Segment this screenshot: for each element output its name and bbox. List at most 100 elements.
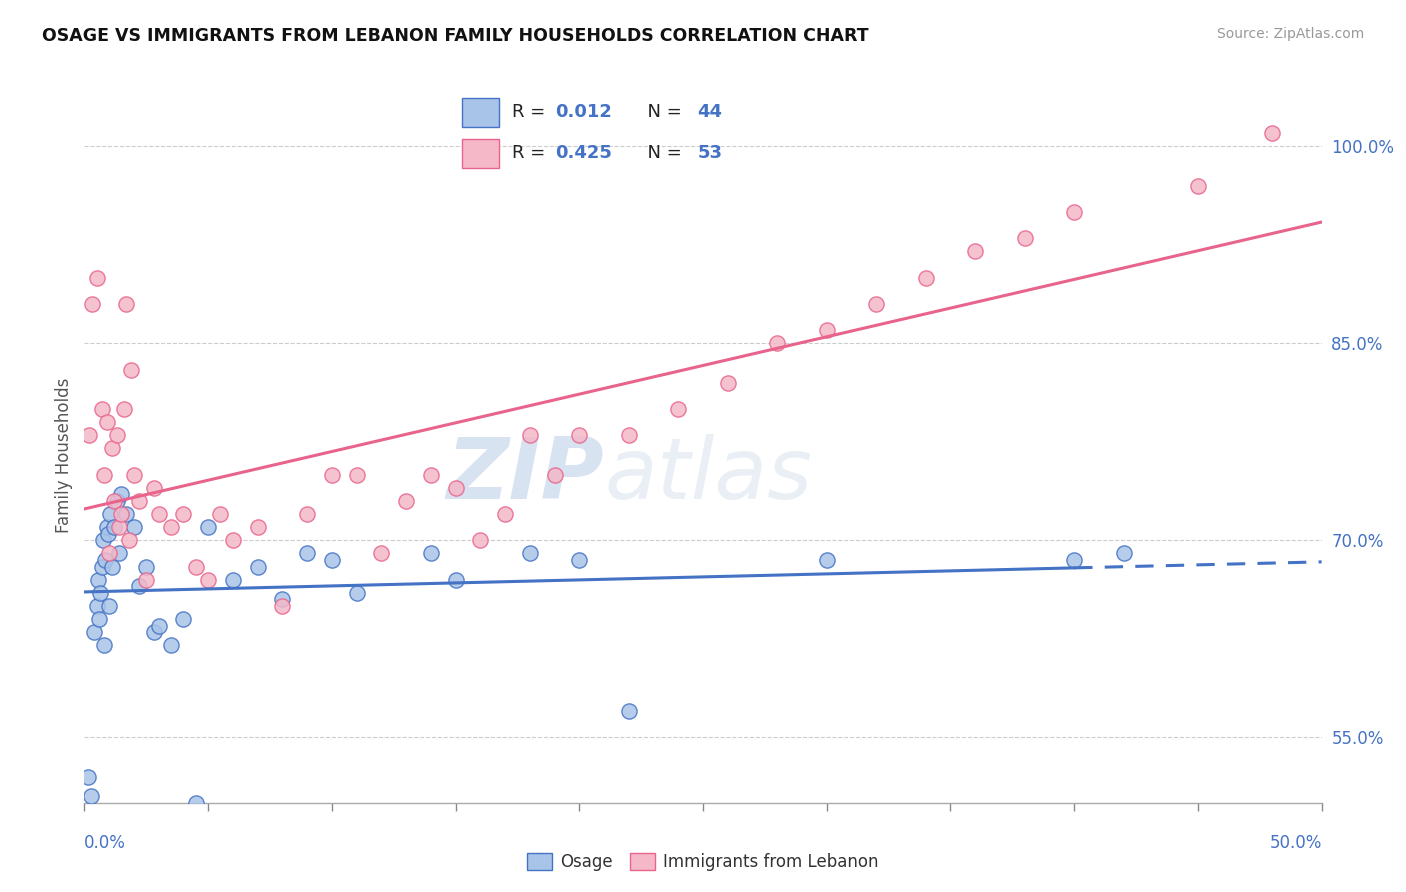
Text: ZIP: ZIP bbox=[446, 434, 605, 517]
Point bbox=[470, 533, 492, 548]
Point bbox=[617, 704, 640, 718]
Point bbox=[1261, 126, 1284, 140]
Point bbox=[148, 507, 170, 521]
Point bbox=[222, 533, 245, 548]
Point bbox=[93, 638, 115, 652]
Point bbox=[184, 559, 207, 574]
Point bbox=[108, 520, 131, 534]
Point bbox=[96, 415, 118, 429]
Point bbox=[246, 520, 269, 534]
Point bbox=[90, 401, 112, 416]
Point bbox=[1187, 178, 1209, 193]
Point bbox=[617, 428, 640, 442]
Point bbox=[110, 507, 132, 521]
FancyBboxPatch shape bbox=[463, 98, 499, 127]
Point bbox=[271, 592, 294, 607]
Point bbox=[184, 796, 207, 810]
Point bbox=[115, 507, 138, 521]
Point bbox=[96, 520, 118, 534]
Point bbox=[83, 625, 105, 640]
Point bbox=[80, 297, 103, 311]
Point bbox=[1063, 205, 1085, 219]
Text: 53: 53 bbox=[697, 145, 723, 162]
Point bbox=[89, 586, 111, 600]
Point bbox=[86, 270, 108, 285]
Point bbox=[815, 553, 838, 567]
Text: Source: ZipAtlas.com: Source: ZipAtlas.com bbox=[1216, 27, 1364, 41]
Point bbox=[246, 559, 269, 574]
Point bbox=[108, 546, 131, 560]
Point bbox=[197, 520, 219, 534]
Point bbox=[172, 507, 194, 521]
Point bbox=[79, 789, 101, 804]
Point bbox=[79, 428, 101, 442]
Point bbox=[717, 376, 740, 390]
Point bbox=[766, 336, 789, 351]
Point bbox=[494, 507, 516, 521]
Point bbox=[120, 362, 142, 376]
Point bbox=[100, 442, 122, 456]
Point bbox=[321, 553, 343, 567]
Point bbox=[914, 270, 936, 285]
Point bbox=[346, 467, 368, 482]
Point bbox=[86, 599, 108, 613]
Point bbox=[1112, 546, 1135, 560]
Point bbox=[160, 638, 183, 652]
Point bbox=[568, 428, 591, 442]
Point bbox=[568, 553, 591, 567]
Text: 0.0%: 0.0% bbox=[84, 834, 127, 852]
Point bbox=[148, 618, 170, 632]
Point bbox=[444, 481, 467, 495]
Point bbox=[105, 428, 128, 442]
Point bbox=[90, 559, 112, 574]
Point bbox=[519, 546, 541, 560]
Point bbox=[98, 546, 121, 560]
Point bbox=[197, 573, 219, 587]
Point bbox=[77, 770, 100, 784]
Point bbox=[271, 599, 294, 613]
Text: 44: 44 bbox=[697, 103, 723, 121]
Point bbox=[815, 323, 838, 337]
Point bbox=[1014, 231, 1036, 245]
Point bbox=[321, 467, 343, 482]
Point bbox=[965, 244, 987, 259]
Point bbox=[295, 546, 318, 560]
Point bbox=[112, 401, 135, 416]
Point bbox=[105, 494, 128, 508]
Point bbox=[135, 559, 157, 574]
Point bbox=[865, 297, 887, 311]
Point bbox=[1063, 553, 1085, 567]
Point bbox=[395, 494, 418, 508]
Point bbox=[419, 467, 441, 482]
Point bbox=[128, 579, 150, 593]
Point bbox=[370, 546, 392, 560]
Point bbox=[94, 553, 117, 567]
Point bbox=[346, 586, 368, 600]
Text: OSAGE VS IMMIGRANTS FROM LEBANON FAMILY HOUSEHOLDS CORRELATION CHART: OSAGE VS IMMIGRANTS FROM LEBANON FAMILY … bbox=[42, 27, 869, 45]
Text: N =: N = bbox=[636, 145, 688, 162]
Point bbox=[91, 533, 114, 548]
Point bbox=[128, 494, 150, 508]
Point bbox=[142, 481, 165, 495]
Text: atlas: atlas bbox=[605, 434, 813, 517]
Point bbox=[89, 612, 111, 626]
Text: 50.0%: 50.0% bbox=[1270, 834, 1322, 852]
Point bbox=[87, 573, 110, 587]
Point bbox=[93, 467, 115, 482]
Point bbox=[142, 625, 165, 640]
Point bbox=[115, 297, 138, 311]
Point bbox=[222, 573, 245, 587]
Legend: Osage, Immigrants from Lebanon: Osage, Immigrants from Lebanon bbox=[520, 847, 886, 878]
Point bbox=[122, 520, 145, 534]
Text: 0.425: 0.425 bbox=[555, 145, 612, 162]
Point bbox=[160, 520, 183, 534]
Point bbox=[519, 428, 541, 442]
Point bbox=[444, 573, 467, 587]
Point bbox=[209, 507, 232, 521]
Point bbox=[172, 612, 194, 626]
Text: 0.012: 0.012 bbox=[555, 103, 612, 121]
Text: N =: N = bbox=[636, 103, 688, 121]
Point bbox=[110, 487, 132, 501]
Y-axis label: Family Households: Family Households bbox=[55, 377, 73, 533]
Point bbox=[100, 559, 122, 574]
